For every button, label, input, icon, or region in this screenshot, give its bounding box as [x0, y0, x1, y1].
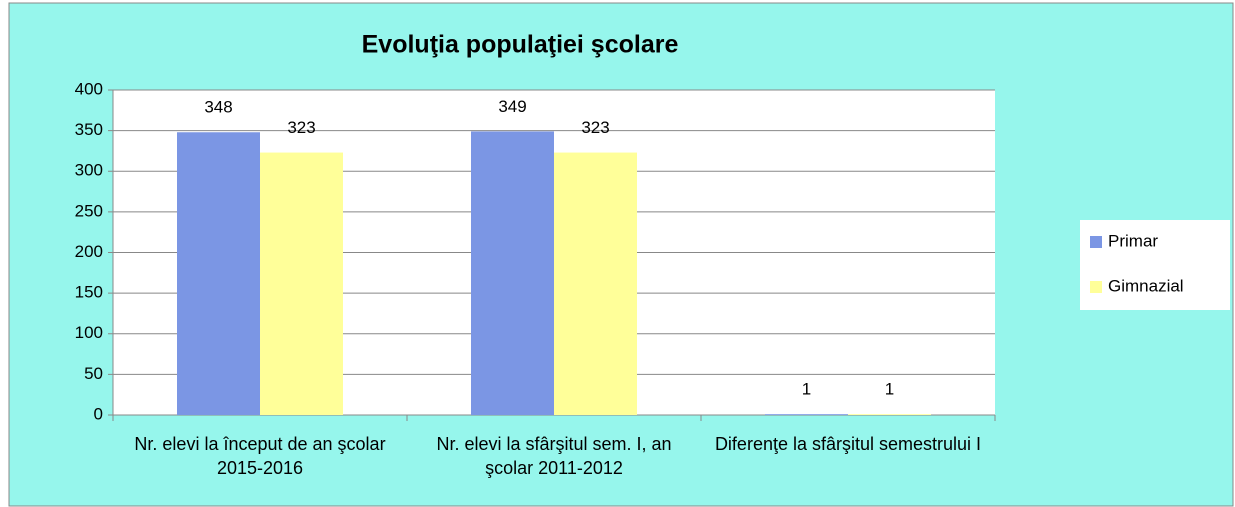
legend-swatch [1090, 281, 1102, 293]
bar [765, 414, 848, 415]
x-tick-label: Nr. elevi la sfârşitul sem. I, an şcolar… [436, 434, 672, 478]
y-tick-label: 400 [75, 79, 103, 98]
y-tick-label: 200 [75, 242, 103, 261]
y-tick-label: 0 [94, 404, 103, 423]
bar [177, 132, 260, 415]
y-tick-label: 150 [75, 283, 103, 302]
y-tick-label: 350 [75, 120, 103, 139]
y-tick-label: 50 [84, 364, 103, 383]
bar [260, 152, 343, 415]
legend-swatch [1090, 236, 1102, 248]
legend-label: Primar [1108, 231, 1158, 250]
legend-label: Gimnazial [1108, 276, 1184, 295]
data-label: 323 [581, 118, 609, 137]
x-tick-label: Diferenţe la sfârşitul semestrului I [714, 434, 982, 454]
data-label: 348 [204, 98, 232, 117]
data-label: 1 [885, 380, 894, 399]
x-tick-label: Nr. elevi la început de an şcolar 2015-2… [134, 434, 386, 478]
y-tick-label: 300 [75, 161, 103, 180]
bar [554, 152, 637, 415]
data-label: 349 [498, 97, 526, 116]
legend-box [1080, 220, 1230, 310]
bar [471, 131, 554, 415]
bar [848, 414, 931, 415]
y-tick-label: 100 [75, 323, 103, 342]
chart-title: Evoluţia populaţiei şcolare [362, 31, 679, 59]
data-label: 323 [287, 118, 315, 137]
y-tick-label: 250 [75, 201, 103, 220]
data-label: 1 [802, 380, 811, 399]
